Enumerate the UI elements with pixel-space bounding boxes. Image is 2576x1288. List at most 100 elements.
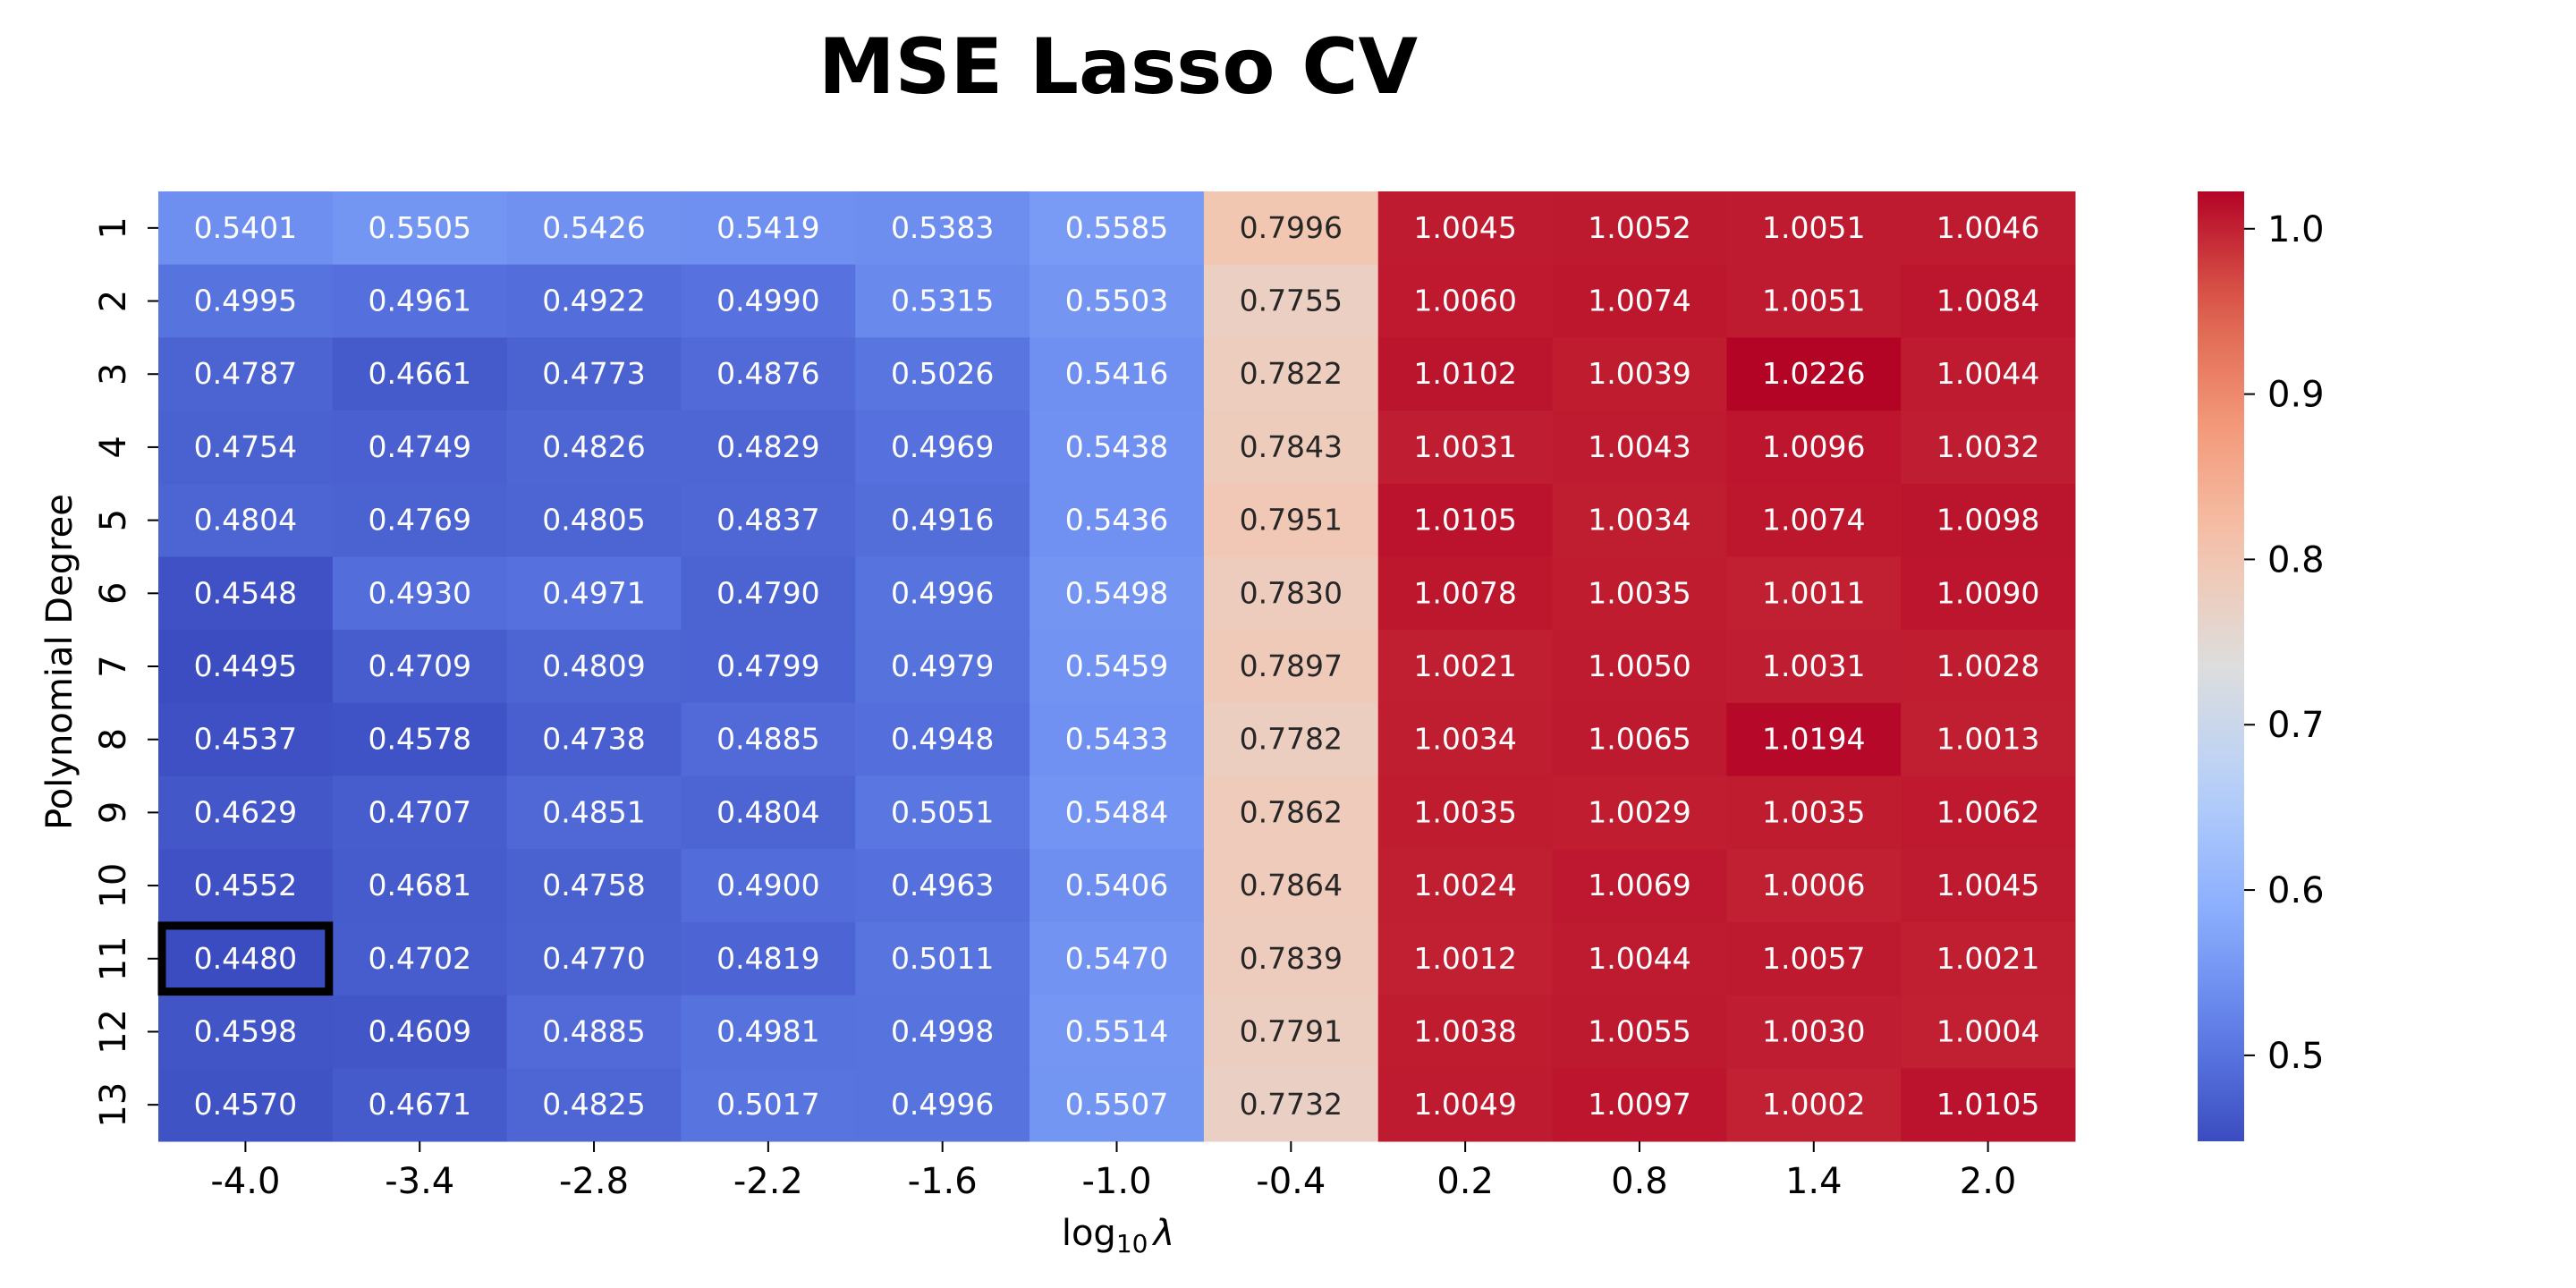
cell-value-label: 0.4790 bbox=[716, 575, 819, 610]
heatmap-cell bbox=[1552, 264, 1727, 338]
heatmap-cell bbox=[1552, 191, 1727, 266]
cell-value-label: 1.0030 bbox=[1762, 1013, 1865, 1048]
x-tick-label: -4.0 bbox=[210, 1161, 280, 1202]
heatmap-cell bbox=[1726, 1068, 1902, 1142]
x-tick-label: 1.4 bbox=[1785, 1161, 1843, 1202]
cell-value-label: 1.0045 bbox=[1936, 868, 2039, 902]
cell-value-label: 1.0045 bbox=[1413, 210, 1516, 245]
y-axis-label: Polynomial Degree bbox=[39, 494, 80, 830]
heatmap-cell-labels: 0.5401 0.5505 0.5426 0.5419 0.5383 0.5585 0.79… bbox=[194, 210, 2040, 1122]
cell-value-label: 0.4671 bbox=[368, 1087, 470, 1122]
heatmap-cell bbox=[1552, 630, 1727, 704]
cell-value-label: 0.4738 bbox=[542, 722, 645, 757]
y-tick-label: 2 bbox=[93, 290, 134, 312]
heatmap-cell bbox=[1030, 702, 1205, 777]
cell-value-label: 1.0024 bbox=[1413, 868, 1516, 902]
cell-value-label: 0.4990 bbox=[716, 284, 819, 318]
heatmap-cell bbox=[1552, 995, 1727, 1069]
heatmap-cell bbox=[1901, 702, 2076, 777]
heatmap-cell bbox=[506, 337, 682, 411]
cell-value-label: 0.4769 bbox=[368, 503, 470, 538]
heatmap-cell bbox=[855, 191, 1030, 266]
heatmap-cell bbox=[1203, 191, 1379, 266]
cell-value-label: 0.4809 bbox=[542, 648, 645, 683]
cell-value-label: 1.0084 bbox=[1936, 284, 2039, 318]
heatmap-cell bbox=[1030, 337, 1205, 411]
heatmap-cell bbox=[506, 702, 682, 777]
cell-value-label: 0.5383 bbox=[891, 210, 994, 245]
cell-value-label: 0.4805 bbox=[542, 503, 645, 538]
cell-value-label: 0.5026 bbox=[891, 356, 994, 391]
cell-value-label: 1.0031 bbox=[1413, 429, 1516, 464]
cell-value-label: 1.0062 bbox=[1936, 794, 2039, 829]
heatmap-cell bbox=[1030, 630, 1205, 704]
heatmap-cell bbox=[855, 702, 1030, 777]
heatmap-cell bbox=[1552, 556, 1727, 631]
cell-value-label: 1.0038 bbox=[1413, 1013, 1516, 1048]
cell-value-label: 1.0050 bbox=[1588, 648, 1690, 683]
heatmap-cell bbox=[681, 1068, 856, 1142]
heatmap-cell bbox=[1377, 702, 1554, 777]
cell-value-label: 0.7830 bbox=[1240, 575, 1343, 610]
cell-value-label: 1.0006 bbox=[1762, 868, 1865, 902]
cell-value-label: 1.0074 bbox=[1762, 503, 1865, 538]
heatmap-cell bbox=[855, 556, 1030, 631]
cell-value-label: 0.5433 bbox=[1065, 722, 1168, 757]
cell-value-label: 0.7782 bbox=[1240, 722, 1343, 757]
x-axis-label-symbol: λ bbox=[1151, 1213, 1174, 1254]
heatmap-cell bbox=[158, 775, 334, 850]
y-tick-label: 12 bbox=[93, 1009, 134, 1055]
heatmap-cell bbox=[506, 191, 682, 266]
heatmap-cell bbox=[1203, 775, 1379, 850]
heatmap-cell bbox=[855, 411, 1030, 485]
cell-value-label: 0.4570 bbox=[194, 1087, 297, 1122]
heatmap-cell bbox=[158, 630, 334, 704]
heatmap-cell bbox=[506, 995, 682, 1069]
cell-value-label: 1.0055 bbox=[1588, 1013, 1690, 1048]
heatmap-cell bbox=[681, 775, 856, 850]
x-tick-label: 0.8 bbox=[1611, 1161, 1668, 1202]
heatmap-cell bbox=[681, 995, 856, 1069]
cell-value-label: 0.5438 bbox=[1065, 429, 1168, 464]
x-axis-label-log: log bbox=[1062, 1213, 1116, 1254]
cell-value-label: 1.0226 bbox=[1762, 356, 1865, 391]
colorbar bbox=[2198, 191, 2244, 1141]
heatmap-cell bbox=[332, 921, 508, 996]
heatmap-cell bbox=[1203, 556, 1379, 631]
y-tick-label: 3 bbox=[93, 363, 134, 386]
cell-value-label: 0.4548 bbox=[194, 575, 297, 610]
cell-value-label: 1.0044 bbox=[1588, 941, 1690, 976]
heatmap-cell bbox=[1030, 264, 1205, 338]
x-tick-label: -2.8 bbox=[559, 1161, 629, 1202]
cell-value-label: 0.7897 bbox=[1240, 648, 1343, 683]
cell-value-label: 0.4922 bbox=[542, 284, 645, 318]
chart-title: MSE Lasso CV bbox=[818, 22, 1419, 112]
cell-value-label: 0.4480 bbox=[194, 941, 297, 976]
heatmap-cell bbox=[681, 630, 856, 704]
heatmap-cell bbox=[1552, 483, 1727, 557]
cell-value-label: 0.4804 bbox=[716, 794, 819, 829]
cell-value-label: 0.4609 bbox=[368, 1013, 470, 1048]
cell-value-label: 0.4837 bbox=[716, 503, 819, 538]
cell-value-label: 1.0032 bbox=[1936, 429, 2039, 464]
heatmap-cell bbox=[1377, 483, 1554, 557]
cell-value-label: 0.7862 bbox=[1240, 794, 1343, 829]
cell-value-label: 0.4495 bbox=[194, 648, 297, 683]
heatmap-cell bbox=[681, 337, 856, 411]
heatmap-cell bbox=[158, 191, 334, 266]
heatmap-cell bbox=[332, 337, 508, 411]
heatmap-cell bbox=[1203, 264, 1379, 338]
cell-value-label: 0.5419 bbox=[716, 210, 819, 245]
heatmap-cell bbox=[1901, 1068, 2076, 1142]
cell-value-label: 0.5503 bbox=[1065, 284, 1168, 318]
y-tick-label: 7 bbox=[93, 655, 134, 677]
cell-value-label: 0.5426 bbox=[542, 210, 645, 245]
cell-value-label: 1.0004 bbox=[1936, 1013, 2039, 1048]
cell-value-label: 0.4963 bbox=[891, 868, 994, 902]
heatmap-cells bbox=[158, 191, 2076, 1142]
y-tick-label: 8 bbox=[93, 728, 134, 750]
cell-value-label: 0.4851 bbox=[542, 794, 645, 829]
heatmap-cell bbox=[1726, 702, 1902, 777]
cell-value-label: 0.5017 bbox=[716, 1087, 819, 1122]
cell-value-label: 0.7839 bbox=[1240, 941, 1343, 976]
